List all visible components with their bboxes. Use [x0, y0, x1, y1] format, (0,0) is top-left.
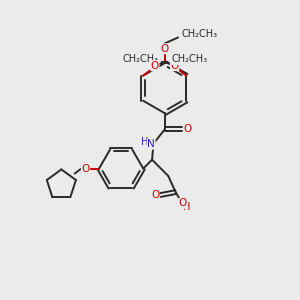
Text: H: H: [183, 202, 190, 212]
Text: H: H: [141, 137, 148, 147]
Text: CH₂CH₃: CH₂CH₃: [122, 55, 158, 64]
Text: O: O: [184, 124, 192, 134]
Text: CH₂CH₃: CH₂CH₃: [182, 29, 218, 39]
Text: O: O: [151, 61, 159, 70]
Text: O: O: [81, 164, 90, 173]
Text: O: O: [170, 61, 179, 70]
Text: O: O: [151, 190, 159, 200]
Text: CH₂CH₃: CH₂CH₃: [171, 55, 207, 64]
Text: O: O: [179, 198, 187, 208]
Text: O: O: [160, 44, 169, 54]
Text: N: N: [147, 139, 155, 149]
